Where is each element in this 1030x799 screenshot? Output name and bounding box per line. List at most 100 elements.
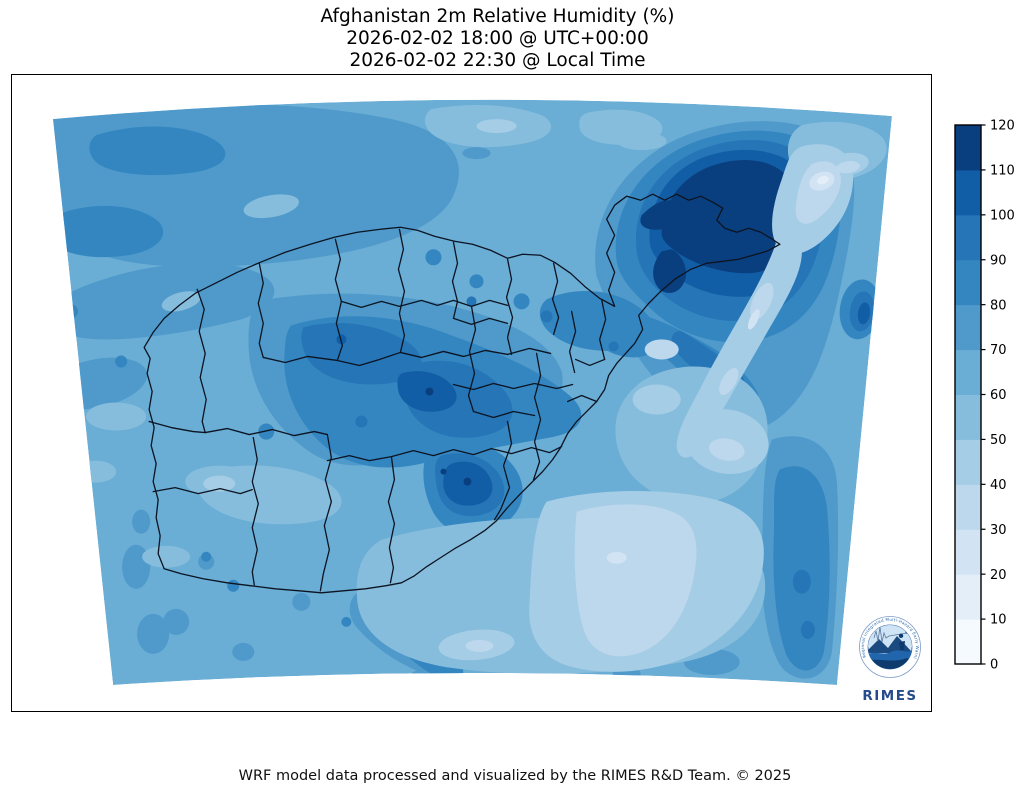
colorbar-segment-50-60 bbox=[955, 394, 981, 440]
province-boundary bbox=[319, 433, 332, 592]
province-boundary bbox=[566, 394, 598, 403]
contour-region bbox=[301, 323, 422, 385]
contour-region bbox=[89, 126, 226, 176]
colorbar-segment-100-110 bbox=[955, 169, 981, 216]
logo-wordmark: RIMES bbox=[862, 688, 917, 704]
afghanistan-outline bbox=[143, 193, 781, 594]
province-boundary bbox=[551, 262, 560, 336]
contour-region bbox=[747, 309, 760, 330]
colorbar-tick-label: 10 bbox=[990, 613, 1007, 628]
colorbar-segment-30-40 bbox=[955, 484, 981, 530]
province-boundary bbox=[262, 347, 552, 367]
contour-region bbox=[462, 147, 491, 160]
contour-region bbox=[201, 551, 212, 562]
logo-person bbox=[898, 633, 905, 650]
contour-region bbox=[653, 249, 687, 293]
colorbar-segment-40-50 bbox=[955, 439, 981, 485]
contour-region bbox=[817, 175, 829, 185]
province-boundary bbox=[452, 317, 509, 326]
province-boundary bbox=[387, 455, 396, 584]
contour-region bbox=[53, 205, 164, 258]
contour-region bbox=[463, 477, 472, 486]
contour-region bbox=[644, 339, 679, 360]
colorbar-tick-label: 30 bbox=[990, 523, 1007, 538]
colorbar-segment-70-80 bbox=[955, 304, 981, 351]
province-boundary bbox=[326, 447, 493, 462]
province-boundary bbox=[568, 310, 577, 374]
contour-region bbox=[773, 466, 830, 671]
contour-region bbox=[163, 608, 190, 635]
contour-region bbox=[425, 387, 434, 396]
contour-region bbox=[115, 355, 128, 368]
contour-region bbox=[341, 616, 352, 627]
contour-region bbox=[465, 639, 494, 652]
colorbar-tick-label: 110 bbox=[990, 164, 1015, 179]
colorbar-segment-80-90 bbox=[955, 259, 981, 306]
province-boundary bbox=[490, 445, 563, 455]
colorbar-segment-110-120 bbox=[955, 125, 981, 171]
contour-region bbox=[708, 438, 745, 461]
rimes-logo: Regional Integrated Multi-Hazard Early W… bbox=[851, 611, 921, 704]
colorbar-segment-60-70 bbox=[955, 349, 981, 395]
colorbar-gradient bbox=[955, 125, 981, 665]
contour-region bbox=[243, 194, 299, 219]
contour-region bbox=[227, 579, 240, 592]
colorbar-tick-label: 120 bbox=[990, 119, 1015, 134]
colorbar-segment-90-100 bbox=[955, 214, 981, 261]
contour-region bbox=[616, 132, 667, 151]
contour-region bbox=[137, 613, 170, 654]
contour-region bbox=[661, 159, 798, 274]
contour-region bbox=[466, 296, 477, 307]
colorbar: 0 10 20 30 40 50 60 70 80 90 100 110 120 bbox=[954, 119, 1015, 673]
province-boundary bbox=[452, 382, 574, 391]
contour-region bbox=[640, 200, 685, 230]
province-boundary bbox=[505, 258, 514, 356]
contour-region bbox=[606, 551, 627, 564]
contour-region bbox=[608, 341, 619, 352]
contour-region bbox=[469, 274, 484, 289]
contour-region bbox=[292, 592, 311, 611]
colorbar-segment-0-10 bbox=[955, 619, 981, 665]
province-boundary bbox=[152, 486, 253, 495]
contour-region bbox=[425, 249, 442, 266]
colorbar-tick-label: 90 bbox=[990, 253, 1007, 268]
colorbar-tick-label: 20 bbox=[990, 568, 1007, 583]
contour-region bbox=[132, 509, 151, 534]
colorbar-tick-label: 80 bbox=[990, 298, 1007, 313]
contour-region bbox=[64, 304, 79, 319]
contour-region bbox=[476, 119, 517, 134]
title-line-1: Afghanistan 2m Relative Humidity (%) bbox=[320, 6, 675, 27]
contour-region bbox=[719, 368, 739, 395]
footer-credit: WRF model data processed and visualized … bbox=[238, 768, 792, 784]
province-boundary bbox=[472, 410, 536, 419]
colorbar-tick-label: 40 bbox=[990, 478, 1007, 493]
title-line-2: 2026-02-02 18:00 @ UTC+00:00 bbox=[346, 27, 649, 49]
colorbar-ticks: 0 10 20 30 40 50 60 70 80 90 100 110 120 bbox=[981, 119, 1015, 673]
province-boundary bbox=[574, 358, 606, 367]
province-boundary bbox=[257, 262, 264, 359]
colorbar-segment-10-20 bbox=[955, 574, 981, 620]
province-boundary bbox=[340, 299, 509, 309]
province-boundary bbox=[493, 420, 513, 521]
province-boundary bbox=[196, 288, 207, 434]
contour-region bbox=[203, 475, 236, 492]
colorbar-tick-label: 0 bbox=[990, 658, 998, 673]
colorbar-tick-label: 50 bbox=[990, 433, 1007, 448]
contour-region bbox=[800, 620, 815, 639]
contour-region bbox=[355, 415, 368, 428]
figure-title: Afghanistan 2m Relative Humidity (%) 202… bbox=[0, 6, 995, 71]
contour-region bbox=[86, 402, 147, 431]
contour-region bbox=[142, 545, 191, 568]
contour-region bbox=[632, 384, 681, 415]
contour-region bbox=[232, 642, 255, 661]
contour-region bbox=[835, 160, 860, 174]
province-boundary bbox=[598, 298, 607, 361]
colorbar-tick-label: 60 bbox=[990, 388, 1007, 403]
admin-boundaries bbox=[143, 193, 781, 594]
colorbar-tick-label: 100 bbox=[990, 208, 1015, 223]
contour-region bbox=[540, 310, 553, 323]
province-boundary bbox=[532, 352, 542, 481]
map-canvas bbox=[53, 99, 892, 685]
logo-seismogram bbox=[873, 626, 908, 643]
contour-region bbox=[792, 569, 811, 594]
